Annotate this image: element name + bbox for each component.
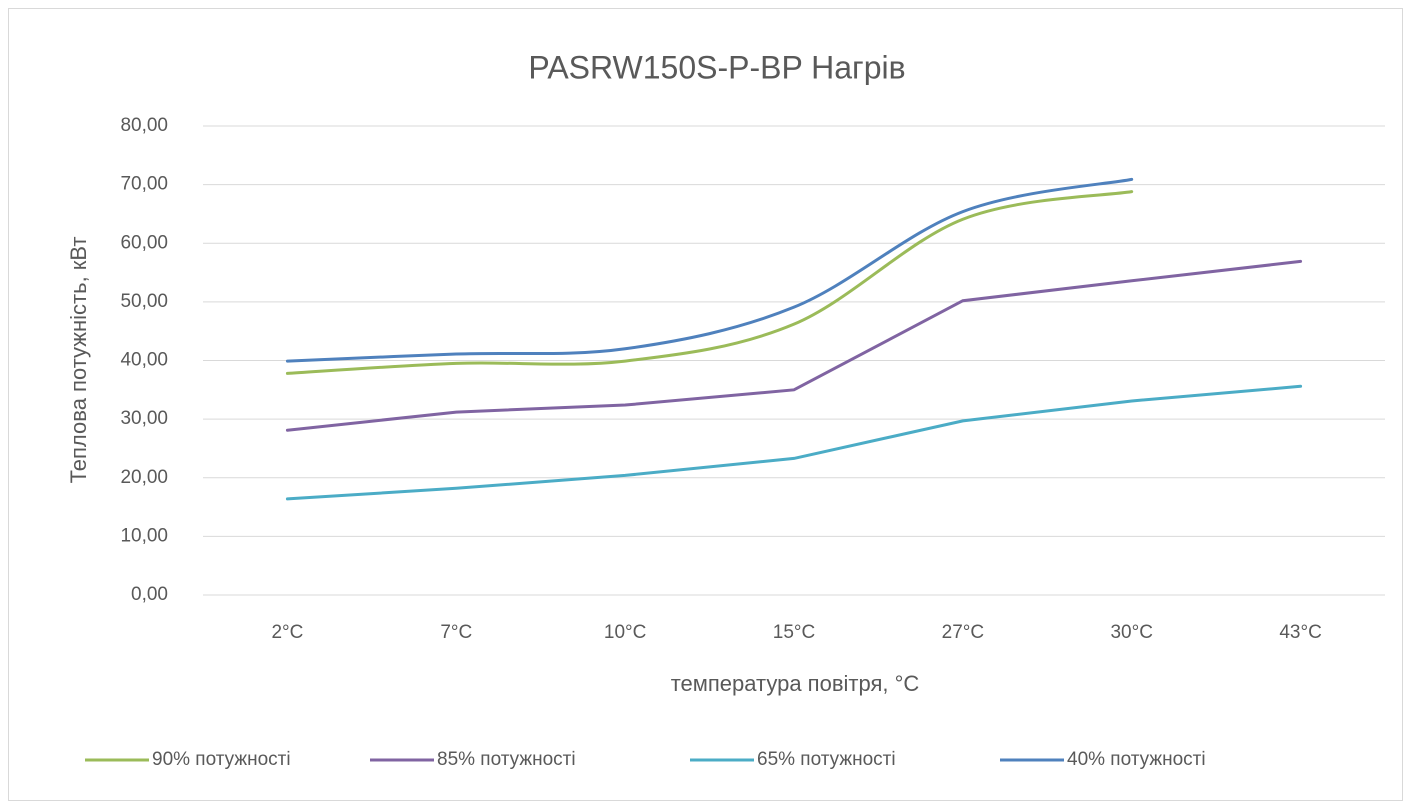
x-tick-label: 43°C bbox=[1279, 622, 1321, 643]
y-tick-label: 40,00 bbox=[120, 350, 168, 371]
x-tick-label: 27°C bbox=[942, 622, 984, 643]
x-tick-label: 7°C bbox=[440, 622, 472, 643]
y-tick-label: 0,00 bbox=[131, 584, 168, 605]
series-line bbox=[285, 259, 1303, 432]
legend-label: 90% потужності bbox=[152, 749, 291, 770]
series-line bbox=[285, 384, 1303, 501]
y-tick-label: 50,00 bbox=[120, 291, 168, 312]
y-tick-label: 10,00 bbox=[120, 525, 168, 546]
y-tick-label: 60,00 bbox=[120, 232, 168, 253]
y-tick-label: 30,00 bbox=[120, 408, 168, 429]
y-tick-label: 20,00 bbox=[120, 467, 168, 488]
y-tick-label: 80,00 bbox=[120, 115, 168, 136]
x-tick-label: 10°C bbox=[604, 622, 646, 643]
x-tick-label: 30°C bbox=[1110, 622, 1152, 643]
legend-label: 40% потужності bbox=[1067, 749, 1206, 770]
legend-label: 85% потужності bbox=[437, 749, 576, 770]
x-axis-title: температура повітря, °C bbox=[671, 671, 920, 696]
x-tick-label: 2°C bbox=[271, 622, 303, 643]
legend-label: 65% потужності bbox=[757, 749, 896, 770]
y-tick-label: 70,00 bbox=[120, 174, 168, 195]
x-tick-label: 15°C bbox=[773, 622, 815, 643]
chart-border bbox=[8, 8, 1403, 801]
chart-title: PASRW150S-P-BP Нагрів bbox=[528, 49, 905, 85]
series-line bbox=[285, 177, 1134, 363]
series-line bbox=[285, 190, 1134, 375]
y-axis-title: Теплова потужність, кВт bbox=[66, 237, 91, 484]
